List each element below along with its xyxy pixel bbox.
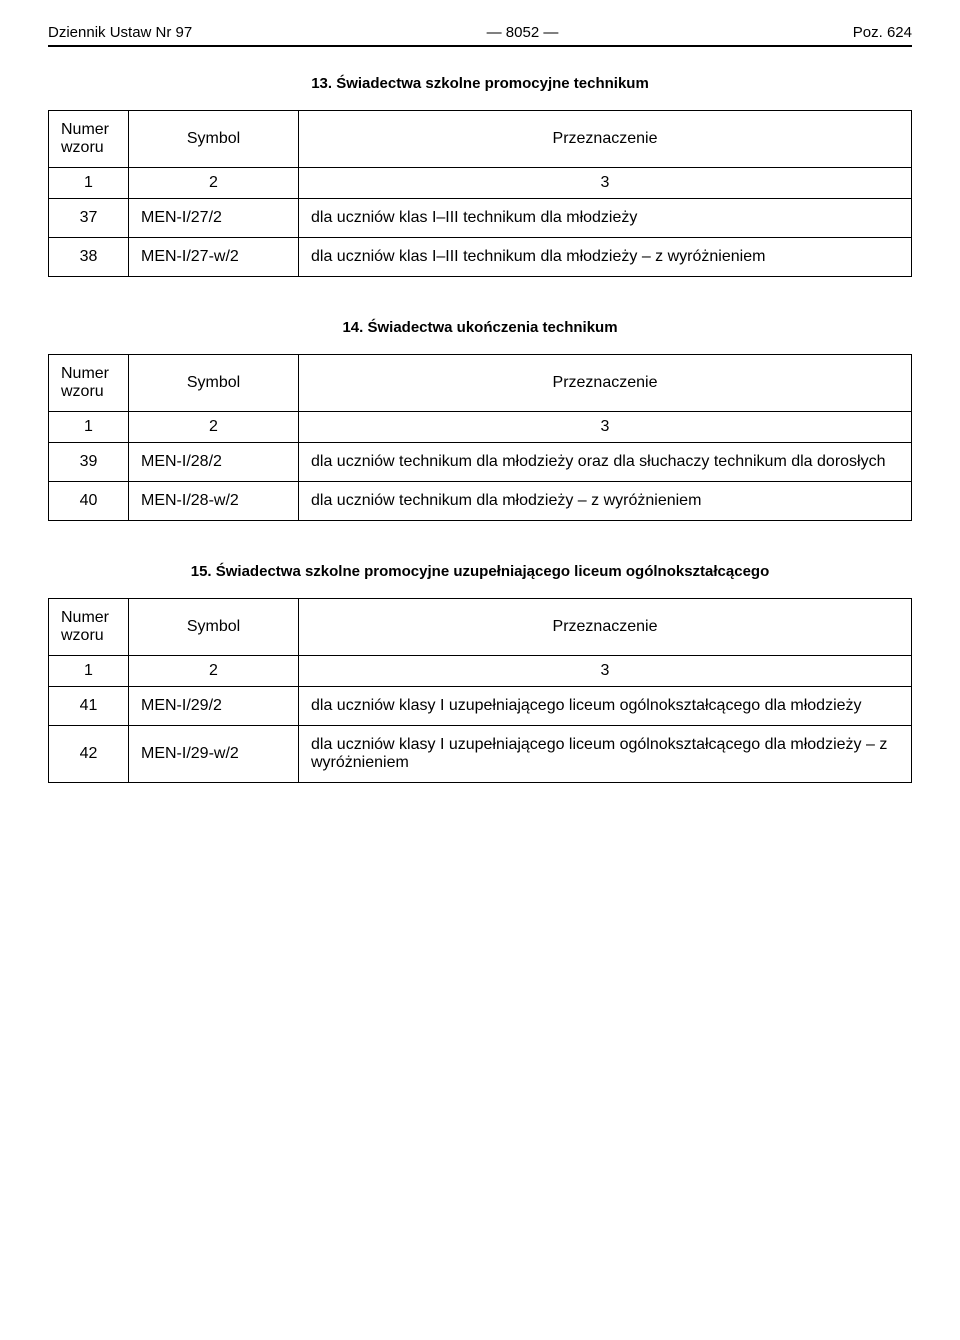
header-right: Poz. 624 [853, 24, 912, 41]
table-13: Numer wzoru Symbol Przeznaczenie 1 2 3 3… [48, 110, 912, 277]
page-header: Dziennik Ustaw Nr 97 — 8052 — Poz. 624 [48, 24, 912, 47]
cell-desc: dla uczniów technikum dla młodzieży oraz… [299, 443, 912, 482]
table-index-row: 1 2 3 [49, 412, 912, 443]
col-header-symbol: Symbol [129, 111, 299, 168]
cell-num: 37 [49, 199, 129, 238]
table-row: 41 MEN-I/29/2 dla uczniów klasy I uzupeł… [49, 687, 912, 726]
cell-symbol: MEN-I/27-w/2 [129, 238, 299, 277]
col-header-przeznaczenie: Przeznaczenie [299, 111, 912, 168]
header-center: — 8052 — [487, 24, 559, 41]
cell-num: 40 [49, 482, 129, 521]
cell-desc: dla uczniów klas I–III technikum dla mło… [299, 199, 912, 238]
table-row: 38 MEN-I/27-w/2 dla uczniów klas I–III t… [49, 238, 912, 277]
col-header-przeznaczenie: Przeznaczenie [299, 355, 912, 412]
cell-num: 39 [49, 443, 129, 482]
table-header-row: Numer wzoru Symbol Przeznaczenie [49, 355, 912, 412]
section-title-14: 14. Świadectwa ukończenia technikum [48, 319, 912, 336]
table-row: 40 MEN-I/28-w/2 dla uczniów technikum dl… [49, 482, 912, 521]
col-header-numer: Numer wzoru [49, 111, 129, 168]
index-1: 1 [49, 412, 129, 443]
cell-num: 41 [49, 687, 129, 726]
cell-desc: dla uczniów klasy I uzupełniającego lice… [299, 726, 912, 783]
cell-desc: dla uczniów klasy I uzupełniającego lice… [299, 687, 912, 726]
index-3: 3 [299, 168, 912, 199]
cell-symbol: MEN-I/28-w/2 [129, 482, 299, 521]
col-header-numer: Numer wzoru [49, 355, 129, 412]
cell-desc: dla uczniów technikum dla młodzieży – z … [299, 482, 912, 521]
col-header-symbol: Symbol [129, 355, 299, 412]
table-14: Numer wzoru Symbol Przeznaczenie 1 2 3 3… [48, 354, 912, 521]
col-header-numer: Numer wzoru [49, 599, 129, 656]
table-row: 37 MEN-I/27/2 dla uczniów klas I–III tec… [49, 199, 912, 238]
index-1: 1 [49, 656, 129, 687]
col-header-przeznaczenie: Przeznaczenie [299, 599, 912, 656]
index-1: 1 [49, 168, 129, 199]
index-3: 3 [299, 656, 912, 687]
cell-num: 38 [49, 238, 129, 277]
cell-desc: dla uczniów klas I–III technikum dla mło… [299, 238, 912, 277]
table-header-row: Numer wzoru Symbol Przeznaczenie [49, 599, 912, 656]
table-row: 39 MEN-I/28/2 dla uczniów technikum dla … [49, 443, 912, 482]
cell-symbol: MEN-I/29/2 [129, 687, 299, 726]
cell-symbol: MEN-I/29-w/2 [129, 726, 299, 783]
cell-symbol: MEN-I/27/2 [129, 199, 299, 238]
table-header-row: Numer wzoru Symbol Przeznaczenie [49, 111, 912, 168]
section-title-13: 13. Świadectwa szkolne promocyjne techni… [48, 75, 912, 92]
col-header-symbol: Symbol [129, 599, 299, 656]
cell-symbol: MEN-I/28/2 [129, 443, 299, 482]
table-15: Numer wzoru Symbol Przeznaczenie 1 2 3 4… [48, 598, 912, 783]
table-index-row: 1 2 3 [49, 168, 912, 199]
index-2: 2 [129, 412, 299, 443]
header-left: Dziennik Ustaw Nr 97 [48, 24, 192, 41]
index-2: 2 [129, 656, 299, 687]
table-index-row: 1 2 3 [49, 656, 912, 687]
section-title-15: 15. Świadectwa szkolne promocyjne uzupeł… [48, 563, 912, 580]
index-3: 3 [299, 412, 912, 443]
index-2: 2 [129, 168, 299, 199]
table-row: 42 MEN-I/29-w/2 dla uczniów klasy I uzup… [49, 726, 912, 783]
cell-num: 42 [49, 726, 129, 783]
